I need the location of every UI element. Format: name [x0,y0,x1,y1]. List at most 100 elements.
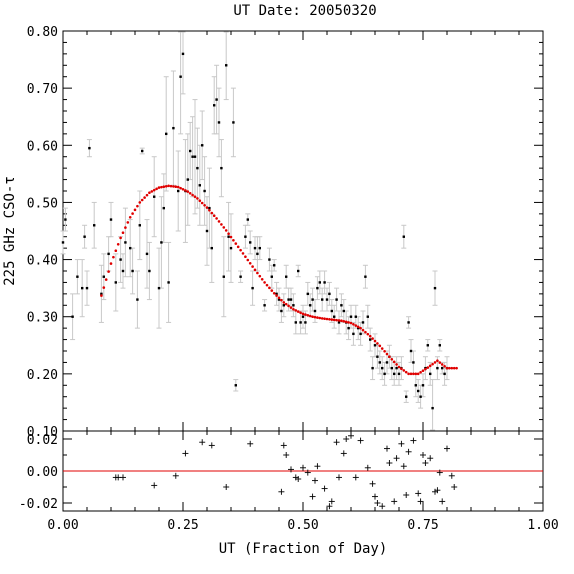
data-point [83,235,86,238]
residual-point [400,463,407,470]
main-x-ticks [62,31,544,431]
residual-point [403,492,410,498]
data-point [268,258,271,261]
fit-point [421,369,425,373]
residual-point [379,503,386,510]
data-point [347,326,350,330]
fit-point [102,286,106,289]
fit-point [191,193,194,197]
data-point [205,229,209,233]
fit-point [164,184,168,188]
x-tick-label: 0.75 [407,518,438,533]
data-point [364,275,367,278]
fit-point [371,337,374,340]
fit-point [268,286,271,290]
data-point [215,98,218,101]
fit-point [390,357,394,361]
residual-point [120,474,126,481]
data-point [443,372,446,376]
fit-point [131,212,134,215]
data-point [297,269,300,273]
fit-point [448,366,451,370]
residual-point [374,500,381,506]
fit-point [270,289,274,292]
fit-point [419,370,422,374]
fit-point [241,252,245,255]
data-point [129,246,132,250]
data-point [220,166,223,170]
residual-point [357,437,364,444]
data-point [273,264,276,267]
fit-point [275,294,278,297]
data-point [234,384,237,387]
fit-point [258,274,262,278]
data-point [282,304,285,307]
fit-point [404,370,408,374]
data-point [395,366,398,370]
residual-point [304,469,311,476]
fit-point [172,185,175,188]
data-point [438,344,441,347]
residual-point [415,490,422,497]
residual-point [364,464,371,471]
fit-point [145,193,149,197]
fit-point [376,342,379,345]
fit-point [198,199,202,203]
data-point [335,298,338,301]
data-point [333,315,336,318]
x-tick-label: 0.25 [167,518,198,533]
data-point [181,52,185,56]
data-point [316,286,319,290]
data-point [186,178,189,181]
data-point [299,321,302,324]
fit-point [109,262,113,265]
fit-point [344,320,348,324]
data-point [71,315,74,318]
fit-point [162,185,166,189]
data-point [107,252,110,256]
fit-point [203,203,206,207]
data-point [227,235,230,238]
fit-point [215,217,218,220]
fit-point [337,319,341,322]
residual-y-tick-label: 0.00 [27,465,58,480]
data-point [256,252,259,256]
fit-point [263,281,266,284]
data-point [167,281,170,284]
data-point [270,275,273,278]
fit-point [265,283,269,287]
data-point [81,286,84,290]
data-point [222,275,225,278]
data-point [304,321,307,324]
data-point [361,321,365,324]
fit-point [229,235,233,239]
data-point [165,132,168,136]
data-point [145,252,149,256]
fit-point [301,312,305,316]
residual-point [326,503,333,510]
data-point [189,149,192,153]
residual-point [288,466,294,473]
fit-point [392,360,396,364]
data-point [251,286,254,290]
residual-point [336,474,342,481]
residual-point [208,442,215,449]
residual-point [348,432,354,439]
fit-point [412,372,415,376]
fit-point [400,367,403,371]
residual-point [352,474,359,481]
main-panel: 0.10 0.20 0.30 0.40 0.50 0.60 0.70 0.80 [27,25,544,440]
data-point [352,332,355,336]
fit-point [282,301,286,304]
fit-point [373,339,377,343]
fit-point [260,277,264,281]
data-point [160,241,163,244]
data-point [191,155,194,158]
residual-x-ticks: 0.00 0.25 0.50 0.75 1.00 [47,431,559,533]
data-point [277,298,281,301]
data-point [201,144,204,147]
data-point [294,321,297,324]
data-point [172,126,175,130]
residual-point [343,436,350,442]
data-point [258,246,261,250]
